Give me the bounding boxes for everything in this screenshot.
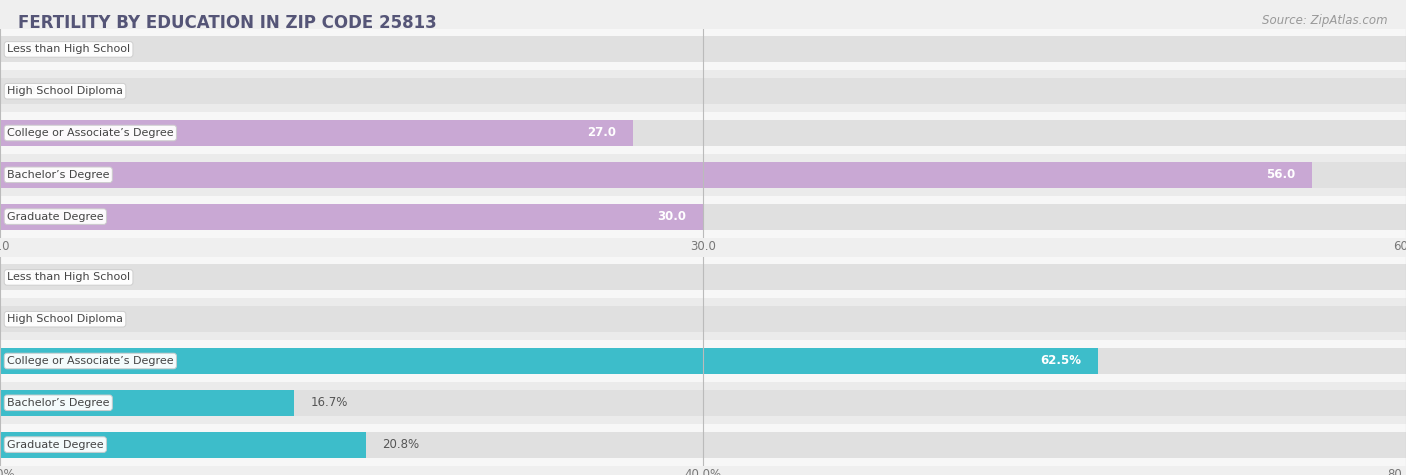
Bar bbox=[0, 196, 1406, 238]
Text: College or Associate’s Degree: College or Associate’s Degree bbox=[7, 356, 174, 366]
Text: 0.0: 0.0 bbox=[17, 85, 35, 98]
Text: Bachelor’s Degree: Bachelor’s Degree bbox=[7, 398, 110, 408]
Bar bbox=[0, 162, 1406, 188]
Bar bbox=[0, 348, 1098, 374]
Text: College or Associate’s Degree: College or Associate’s Degree bbox=[7, 128, 174, 138]
Text: High School Diploma: High School Diploma bbox=[7, 314, 124, 324]
Text: FERTILITY BY EDUCATION IN ZIP CODE 25813: FERTILITY BY EDUCATION IN ZIP CODE 25813 bbox=[18, 14, 437, 32]
Text: 0.0%: 0.0% bbox=[17, 271, 46, 284]
Bar bbox=[0, 37, 1406, 62]
Bar bbox=[0, 265, 1406, 290]
Text: 16.7%: 16.7% bbox=[311, 396, 347, 409]
Bar bbox=[0, 390, 1406, 416]
Bar bbox=[0, 120, 633, 146]
Text: Graduate Degree: Graduate Degree bbox=[7, 439, 104, 450]
Bar bbox=[0, 162, 1312, 188]
Bar bbox=[0, 340, 1406, 382]
Text: 20.8%: 20.8% bbox=[382, 438, 419, 451]
Bar bbox=[0, 70, 1406, 112]
Bar bbox=[0, 204, 703, 229]
Text: Source: ZipAtlas.com: Source: ZipAtlas.com bbox=[1263, 14, 1388, 27]
Bar bbox=[0, 298, 1406, 340]
Bar bbox=[0, 424, 1406, 466]
Text: Less than High School: Less than High School bbox=[7, 44, 131, 55]
Bar bbox=[0, 112, 1406, 154]
Bar bbox=[0, 382, 1406, 424]
Bar bbox=[0, 120, 1406, 146]
Bar bbox=[0, 348, 1406, 374]
Text: 0.0%: 0.0% bbox=[17, 313, 46, 326]
Bar bbox=[0, 154, 1406, 196]
Text: Bachelor’s Degree: Bachelor’s Degree bbox=[7, 170, 110, 180]
Text: Graduate Degree: Graduate Degree bbox=[7, 211, 104, 222]
Bar bbox=[0, 390, 294, 416]
Text: 56.0: 56.0 bbox=[1267, 168, 1295, 181]
Bar bbox=[0, 306, 1406, 332]
Text: 30.0: 30.0 bbox=[657, 210, 686, 223]
Bar bbox=[0, 28, 1406, 70]
Text: Less than High School: Less than High School bbox=[7, 272, 131, 283]
Text: High School Diploma: High School Diploma bbox=[7, 86, 124, 96]
Text: 62.5%: 62.5% bbox=[1040, 354, 1081, 368]
Bar bbox=[0, 432, 366, 457]
Bar bbox=[0, 204, 1406, 229]
Bar bbox=[0, 256, 1406, 298]
Text: 0.0: 0.0 bbox=[17, 43, 35, 56]
Text: 27.0: 27.0 bbox=[586, 126, 616, 140]
Bar bbox=[0, 78, 1406, 104]
Bar bbox=[0, 432, 1406, 457]
